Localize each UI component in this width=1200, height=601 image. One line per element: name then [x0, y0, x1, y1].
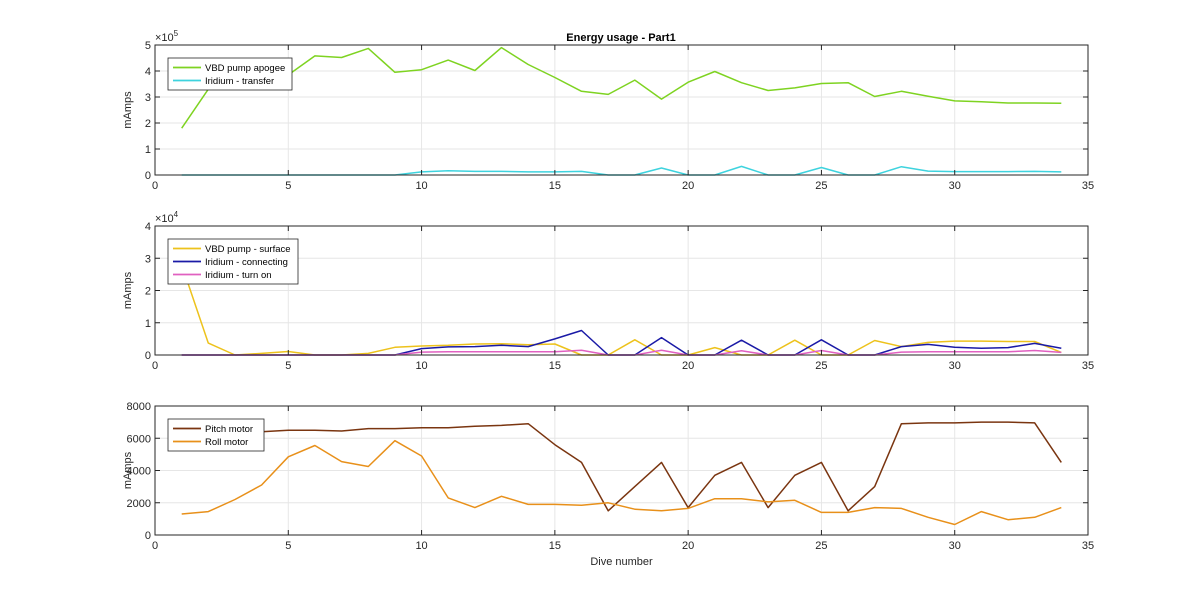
legend-entry: Pitch motor: [205, 424, 253, 435]
legend-entry: Iridium - connecting: [205, 257, 288, 268]
legend-entry: VBD pump apogee: [205, 63, 285, 74]
x-tick-label: 30: [949, 540, 961, 552]
legend-box: [167, 418, 265, 452]
legend: Pitch motor Roll motor: [167, 418, 265, 452]
x-tick-label: 25: [815, 180, 827, 192]
x-tick-label: 20: [682, 180, 694, 192]
x-tick-label: 5: [285, 360, 291, 372]
x-tick-label: 10: [415, 540, 427, 552]
x-tick-label: 35: [1082, 180, 1094, 192]
axes-box: [154, 44, 1089, 176]
y-tick-label: 2: [145, 118, 151, 130]
x-tick-label: 25: [815, 360, 827, 372]
x-tick-label: 10: [415, 360, 427, 372]
y-tick-label: 8000: [127, 401, 151, 413]
y-tick-label: 4: [145, 221, 151, 233]
x-tick-label: 10: [415, 180, 427, 192]
y-axis-label: mAmps: [122, 271, 134, 309]
legend: VBD pump apogee Iridium - transfer: [167, 57, 293, 91]
series-line-vbd-pump-apogee: [181, 46, 1062, 129]
y-axis-label: mAmps: [122, 91, 134, 129]
x-tick-label: 35: [1082, 540, 1094, 552]
y-tick-label: 4000: [127, 466, 151, 478]
x-tick-label: 0: [152, 180, 158, 192]
y-tick-label: 0: [145, 170, 151, 182]
x-tick-label: 15: [549, 360, 561, 372]
x-tick-label: 25: [815, 540, 827, 552]
y-tick-label: 3: [145, 253, 151, 265]
y-exponent-label: ×105: [155, 29, 179, 44]
x-tick-label: 30: [949, 180, 961, 192]
legend-entry: Iridium - turn on: [205, 270, 272, 281]
legend-entry: VBD pump - surface: [205, 244, 291, 255]
chart-panel-3: 0 5 10 15 20 25 30 35 0 2000 4000 6000 8000 mAmps Dive…: [122, 401, 1094, 568]
x-tick-label: 30: [949, 360, 961, 372]
plot-area: [155, 45, 1088, 175]
legend-entry: Roll motor: [205, 437, 248, 448]
figure-title: Energy usage - Part1: [566, 32, 675, 44]
legend: VBD pump - surface Iridium - connecting Ir…: [167, 238, 299, 285]
y-tick-label: 6000: [127, 433, 151, 445]
series-line-roll-motor: [181, 439, 1062, 526]
legend-box: [167, 57, 293, 91]
x-tick-label: 20: [682, 540, 694, 552]
x-tick-label: 0: [152, 540, 158, 552]
x-tick-label: 5: [285, 180, 291, 192]
x-tick-label: 20: [682, 360, 694, 372]
y-tick-label: 3: [145, 92, 151, 104]
y-tick-label: 5: [145, 40, 151, 52]
x-tick-label: 5: [285, 540, 291, 552]
y-exponent-label: ×104: [155, 210, 179, 225]
y-tick-label: 2000: [127, 498, 151, 510]
y-tick-label: 0: [145, 350, 151, 362]
y-tick-label: 4: [145, 66, 151, 78]
y-tick-label: 1: [145, 318, 151, 330]
y-tick-label: 1: [145, 144, 151, 156]
y-axis-label: mAmps: [122, 451, 134, 489]
x-tick-label: 0: [152, 360, 158, 372]
y-tick-label: 0: [145, 530, 151, 542]
series-line-pitch-motor: [181, 421, 1062, 512]
x-tick-label: 15: [549, 540, 561, 552]
chart-panel-2: 0 5 10 15 20 25 30 35 0 1 2 3 4 ×104 mAmps VBD pump - s…: [122, 210, 1094, 372]
y-tick-label: 2: [145, 286, 151, 298]
chart-panel-1: 0 5 10 15 20 25 30 35 0 1 2 3 4 5 ×105 mAmps VBD pump ap…: [122, 29, 1094, 192]
legend-entry: Iridium - transfer: [205, 76, 274, 87]
x-tick-label: 35: [1082, 360, 1094, 372]
x-tick-label: 15: [549, 180, 561, 192]
x-axis-label: Dive number: [590, 556, 653, 568]
